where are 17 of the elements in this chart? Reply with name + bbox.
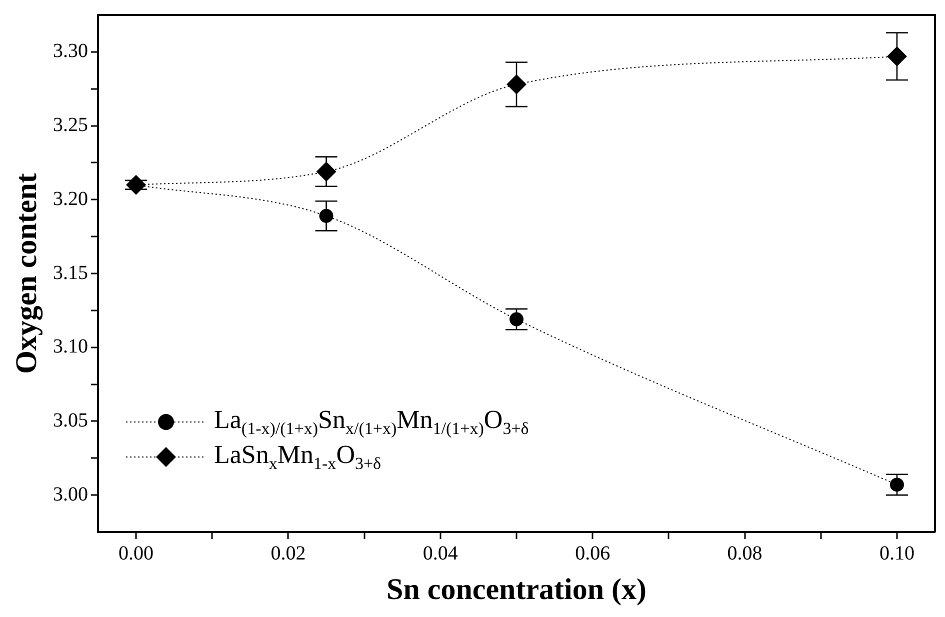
y-tick-label: 3.25	[53, 114, 88, 136]
legend-label: La$_{(1-x)/(1+x)}$Sn$_{x/(1+x)}$Mn$_{1/(1+x)}$O$_{3+δ}$	[214, 404, 529, 440]
x-tick-label: 0.04	[422, 542, 458, 564]
x-tick-label: 0.06	[575, 542, 610, 564]
y-tick-label: 3.15	[53, 262, 88, 284]
x-tick-label: 0.10	[879, 542, 914, 564]
y-tick-label: 3.20	[53, 188, 88, 210]
x-tick-label: 0.08	[727, 542, 762, 564]
x-axis-title: Sn concentration (x)	[386, 572, 646, 606]
x-tick-label: 0.00	[118, 542, 154, 564]
y-tick-label: 3.30	[53, 40, 88, 62]
y-tick-label: 3.10	[53, 336, 88, 358]
y-axis-title: Oxygen content	[10, 173, 43, 374]
legend-label: LaSn$_{x}$Mn$_{1-x}$O$_{3+δ}$	[214, 439, 382, 475]
y-tick-label: 3.05	[53, 409, 88, 432]
y-tick-label: 3.00	[53, 483, 88, 506]
x-tick-label: 0.02	[270, 542, 306, 564]
